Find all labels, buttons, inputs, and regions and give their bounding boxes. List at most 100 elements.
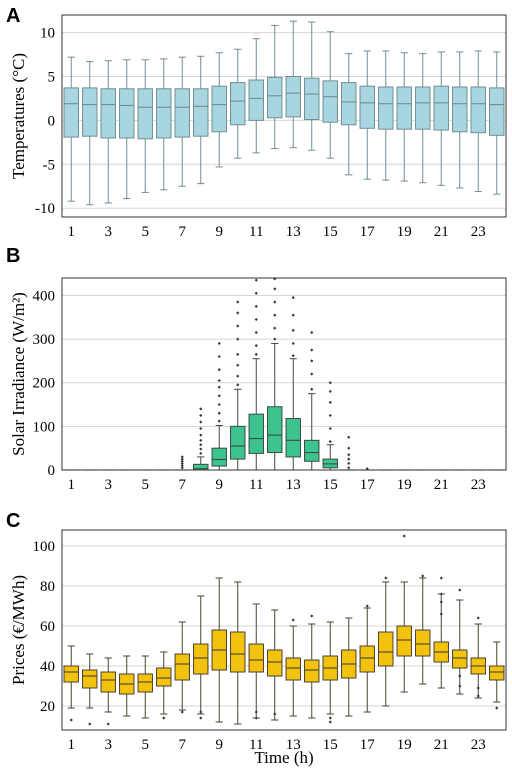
panel-b-outlier-point [310, 387, 314, 391]
iqr-box [248, 643, 264, 673]
iqr-box [63, 87, 79, 138]
iqr-box [174, 88, 190, 138]
panel-c-outlier-point [106, 722, 110, 726]
panel-b-outlier-point [328, 400, 332, 404]
panel-b-x-tick-label: 19 [397, 477, 412, 493]
panel-c-y-label: Prices (€/MWh) [9, 575, 28, 685]
panel-c-outlier-point [421, 574, 425, 578]
iqr-box [82, 669, 98, 689]
iqr-box [322, 80, 338, 123]
iqr-box [396, 86, 412, 130]
iqr-box [285, 657, 301, 681]
iqr-box [267, 76, 283, 119]
panel-a-y-tick-label: 5 [48, 69, 56, 85]
panel-b-box-hour-9 [211, 424, 227, 471]
panel-b-outlier-point [273, 287, 277, 291]
panel-a-x-tick-label: 23 [471, 224, 486, 240]
panel-c-frame [61, 529, 507, 731]
panel-a-box-hour-23 [470, 50, 486, 193]
iqr-box [137, 673, 153, 693]
iqr-box [415, 629, 431, 657]
panel-b-outlier-point [347, 457, 351, 461]
panel-c-x-tick-label: 7 [179, 737, 187, 753]
panel-b-y-tick-label: 300 [33, 332, 56, 348]
panel-c-box-hour-22 [452, 599, 468, 695]
iqr-box [267, 649, 283, 677]
panel-a-x-tick-label: 9 [216, 224, 224, 240]
panel-b-outlier-point [199, 407, 203, 411]
panel-b-box-hour-12 [267, 342, 283, 471]
panel-b-outlier-point [310, 330, 314, 335]
panel-c-outlier-point [439, 600, 443, 604]
panel-b-box-hour-13 [285, 358, 301, 471]
panel-a-y-ticks: -10 -5 0 5 10 [35, 26, 55, 218]
panel-c-outlier-point [439, 612, 443, 616]
iqr-box [452, 86, 468, 133]
panel-b-outlier-point [273, 326, 277, 330]
panel-c-x-tick-label: 5 [142, 737, 150, 753]
panel-a-box-hour-19 [396, 52, 412, 182]
panel-b-box-hour-14 [304, 393, 320, 471]
panel-b-x-tick-label: 3 [105, 477, 113, 493]
panel-c-y-tick-label: 40 [40, 659, 55, 675]
panel-c-x-label: Time (h) [254, 748, 313, 767]
panel-c-box-hour-14 [304, 623, 320, 719]
panel-a-box-hour-9 [211, 52, 227, 168]
panel-c-box-hour-23 [470, 623, 486, 699]
panel-c-box-hour-3 [100, 657, 116, 713]
panel-b-outlier-point [236, 337, 240, 341]
panel-b-x-tick-label: 5 [142, 477, 150, 493]
panel-c-outlier-point [476, 694, 480, 698]
panel-b-outlier-point [254, 344, 258, 348]
iqr-box [433, 85, 449, 131]
panel-a-box-hour-3 [100, 60, 116, 204]
panel-c-box-hour-10 [230, 581, 246, 725]
panel-b-gridlines [62, 294, 506, 471]
panel-c-box-hour-6 [156, 651, 172, 715]
panel-b-frame [61, 277, 507, 471]
iqr-box [470, 86, 486, 134]
panel-c-box-hour-11 [248, 603, 264, 719]
panel-c-outlier-point [458, 674, 462, 678]
panel-b-outlier-point [236, 374, 240, 378]
iqr-box [100, 88, 116, 139]
panel-b-outlier-point [273, 300, 277, 304]
panel-a-box-hour-12 [267, 25, 283, 149]
iqr-box [230, 425, 246, 460]
panel-b-y-tick-label: 200 [33, 376, 56, 392]
panel-c-x-tick-label: 19 [397, 737, 412, 753]
panel-b-outlier-point [291, 296, 295, 300]
panel-b-outlier-point [291, 328, 295, 332]
panel-c-x-ticks: 1 3 5 7 9 11 13 15 17 19 21 23 [68, 737, 486, 753]
panel-b-outlier-point [180, 461, 184, 466]
panel-a-x-tick-label: 21 [434, 224, 449, 240]
panel-c-box-hour-15 [322, 621, 338, 715]
panel-c-box-hour-4 [119, 655, 135, 717]
panel-a-y-tick-label: -10 [35, 201, 55, 217]
panel-b-outlier-point [365, 467, 369, 471]
panel-c-outlier-point [495, 706, 499, 710]
panel-c-outlier-point [254, 716, 258, 720]
iqr-box [452, 649, 468, 669]
panel-c-outlier-point [328, 720, 332, 724]
panel-b-box-hour-15 [322, 444, 338, 471]
panel-c-outlier-point [199, 716, 203, 720]
panel-c-x-tick-label: 23 [471, 737, 486, 753]
panel-c-box-hour-8 [193, 595, 209, 715]
panel-b-letter: B [6, 245, 20, 267]
panel-a-x-tick-label: 17 [360, 224, 376, 240]
panel-a-box-hour-11 [248, 38, 264, 154]
panel-b-outlier-point [180, 457, 184, 461]
panel-c-box-hour-20 [415, 577, 431, 685]
panel-b-boxes [64, 277, 504, 471]
panel-a-x-ticks: 1 3 5 7 9 11 13 15 17 19 21 23 [68, 224, 486, 240]
panel-c-box-hour-12 [267, 609, 283, 721]
panel-b-outlier-point [328, 426, 332, 431]
panel-b-outlier-point [236, 324, 240, 328]
iqr-box [489, 665, 505, 681]
panel-b-outlier-point [236, 363, 240, 367]
panel-a-box-hour-14 [304, 21, 320, 151]
iqr-box [211, 85, 227, 133]
